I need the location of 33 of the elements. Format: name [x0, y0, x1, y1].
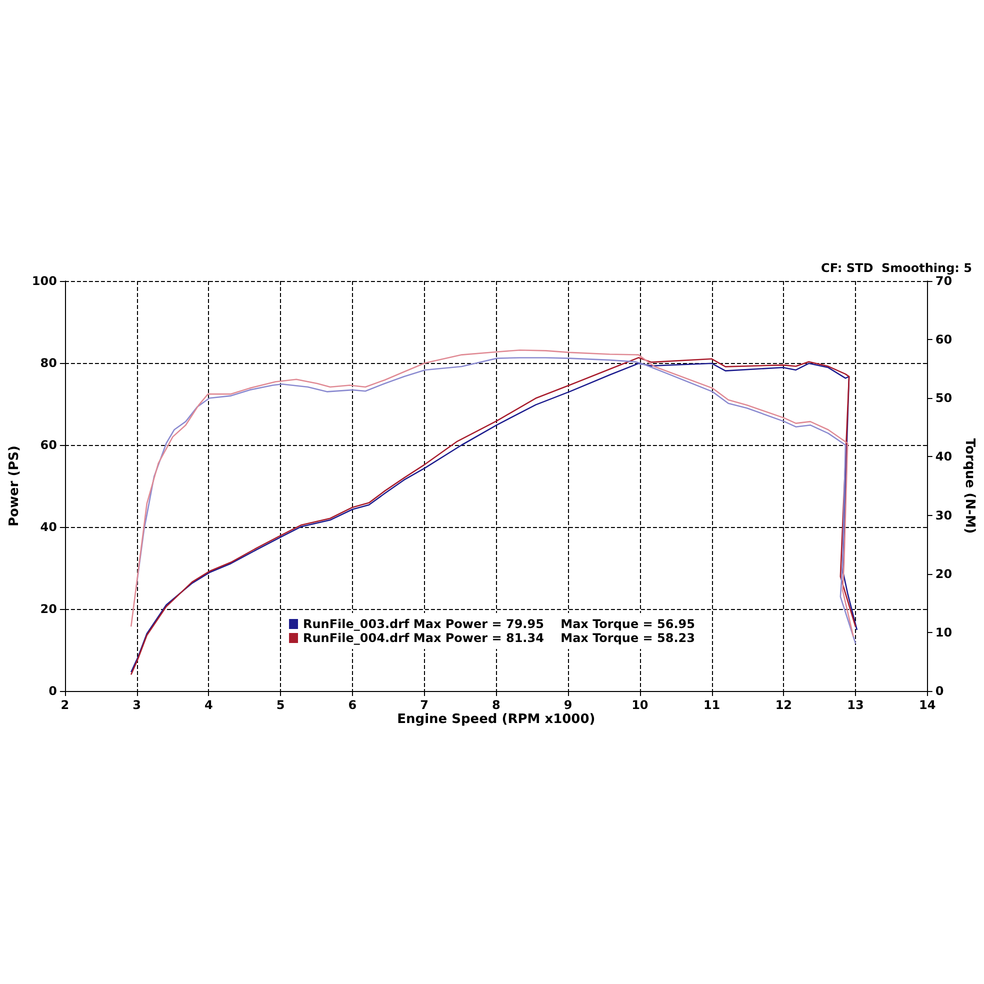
- legend-label: RunFile_004.drf Max Power = 81.34 Max Torque = 58.23: [303, 631, 695, 645]
- x-tick-label: 4: [204, 698, 213, 712]
- y2-tick-label: 40: [935, 450, 952, 464]
- y2-tick-label: 10: [935, 625, 952, 640]
- x-tick-label: 2: [60, 698, 70, 712]
- y2-tick-label: 0: [935, 684, 944, 698]
- x-tick-label: 13: [847, 698, 864, 712]
- x-tick-label: 14: [919, 698, 936, 712]
- y2-tick-label: 60: [935, 332, 952, 347]
- x-tick-label: 10: [632, 698, 648, 712]
- text: CF: STD Smoothing: 5: [821, 261, 972, 275]
- x-tick-label: 5: [276, 698, 285, 712]
- y-axis-title: Power (PS): [7, 446, 22, 526]
- y-tick-label: 20: [40, 602, 57, 616]
- y-tick-label: 100: [32, 274, 57, 288]
- y-tick-label: 80: [40, 356, 57, 370]
- x-tick-label: 11: [703, 698, 720, 712]
- x-tick-label: 9: [564, 698, 572, 712]
- y-tick-label: 60: [40, 438, 57, 452]
- x-tick-label: 6: [348, 698, 357, 712]
- y-tick-label: 40: [40, 520, 57, 534]
- y2-axis-title: Torque (N-M): [962, 438, 977, 534]
- y2-tick-label: 30: [935, 508, 952, 522]
- y-tick-label: 0: [48, 684, 57, 698]
- x-tick-label: 7: [420, 698, 428, 712]
- y2-tick-label: 20: [935, 566, 952, 581]
- x-tick-label: 3: [132, 698, 141, 712]
- legend-label: RunFile_003.drf Max Power = 79.95 Max Torque = 56.95: [303, 617, 695, 631]
- y2-tick-label: 50: [935, 391, 952, 406]
- x-tick-label: 8: [492, 698, 500, 712]
- x-axis-title: Engine Speed (RPM x1000): [397, 712, 596, 727]
- x-tick-label: 12: [775, 698, 792, 712]
- y2-tick-label: 70: [935, 274, 952, 288]
